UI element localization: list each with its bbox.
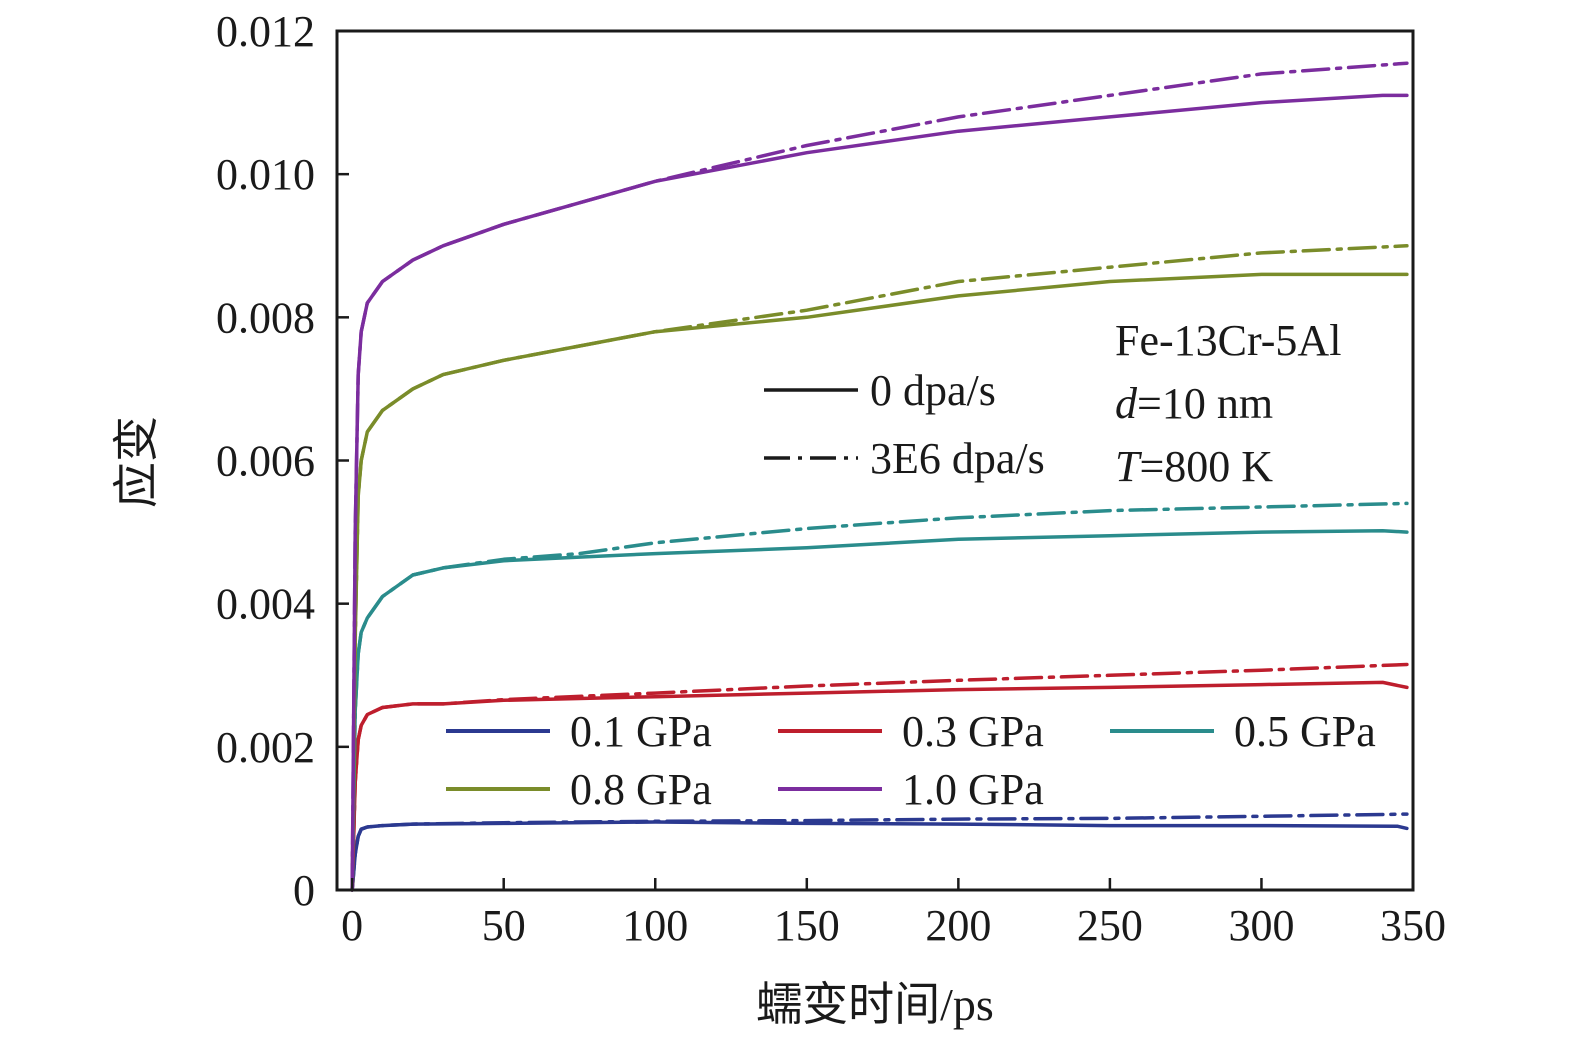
x-axis-title: 蠕变时间/ps: [756, 979, 994, 1030]
plot-lines: [350, 61, 1409, 892]
y-tick-label: 0.010: [216, 150, 315, 199]
dose-rate-legend: 0 dpa/s 3E6 dpa/s: [764, 366, 1045, 483]
annotation-line: T=800 K: [1115, 442, 1273, 491]
x-tick-label: 150: [774, 901, 840, 950]
legend-label: 3E6 dpa/s: [870, 434, 1045, 483]
y-tick-label: 0.008: [216, 293, 315, 342]
legend-label: 0.8 GPa: [570, 765, 712, 814]
series-line-0-5-GPa-dashdot: [350, 501, 1409, 892]
y-tick-label: 0: [293, 866, 315, 915]
x-tick-label: 350: [1380, 901, 1446, 950]
series-line-1-0-GPa-solid: [350, 93, 1409, 892]
legend-label: 0.3 GPa: [902, 707, 1044, 756]
x-tick-label: 100: [622, 901, 688, 950]
y-tick-label: 0.006: [216, 437, 315, 486]
legend-label: 0 dpa/s: [870, 366, 996, 415]
series-line-0-1-GPa-dashdot: [350, 812, 1409, 892]
series-line-1-0-GPa-dashdot: [350, 61, 1409, 892]
x-tick-label: 0: [341, 901, 363, 950]
annotation-line: d=10 nm: [1115, 379, 1273, 428]
axis-ticks: [337, 29, 1415, 892]
y-tick-label: 0.012: [216, 7, 315, 56]
y-tick-label: 0.004: [216, 580, 315, 629]
y-axis-title: 应变: [111, 416, 162, 508]
stress-legend: 0.1 GPa 0.3 GPa 0.5 GPa 0.8 GPa 1.0 GPa: [446, 707, 1376, 814]
axis-tick-labels: 0 50 100 150 200 250 300 350 0 0.002 0.004 0.006 0.0…: [216, 7, 1446, 950]
x-tick-label: 250: [1077, 901, 1143, 950]
series-line-0-1-GPa-solid: [350, 820, 1409, 892]
annotation-line: Fe-13Cr-5Al: [1115, 316, 1341, 365]
legend-label: 0.1 GPa: [570, 707, 712, 756]
y-tick-label: 0.002: [216, 723, 315, 772]
condition-annotations: Fe-13Cr-5Al d=10 nm T=800 K: [1115, 316, 1341, 491]
x-tick-label: 300: [1228, 901, 1294, 950]
series-line-0-3-GPa-dashdot: [350, 662, 1409, 892]
x-tick-label: 200: [925, 901, 991, 950]
series-line-0-8-GPa-dashdot: [350, 244, 1409, 892]
legend-label: 0.5 GPa: [1234, 707, 1376, 756]
legend-label: 1.0 GPa: [902, 765, 1044, 814]
x-tick-label: 50: [482, 901, 526, 950]
